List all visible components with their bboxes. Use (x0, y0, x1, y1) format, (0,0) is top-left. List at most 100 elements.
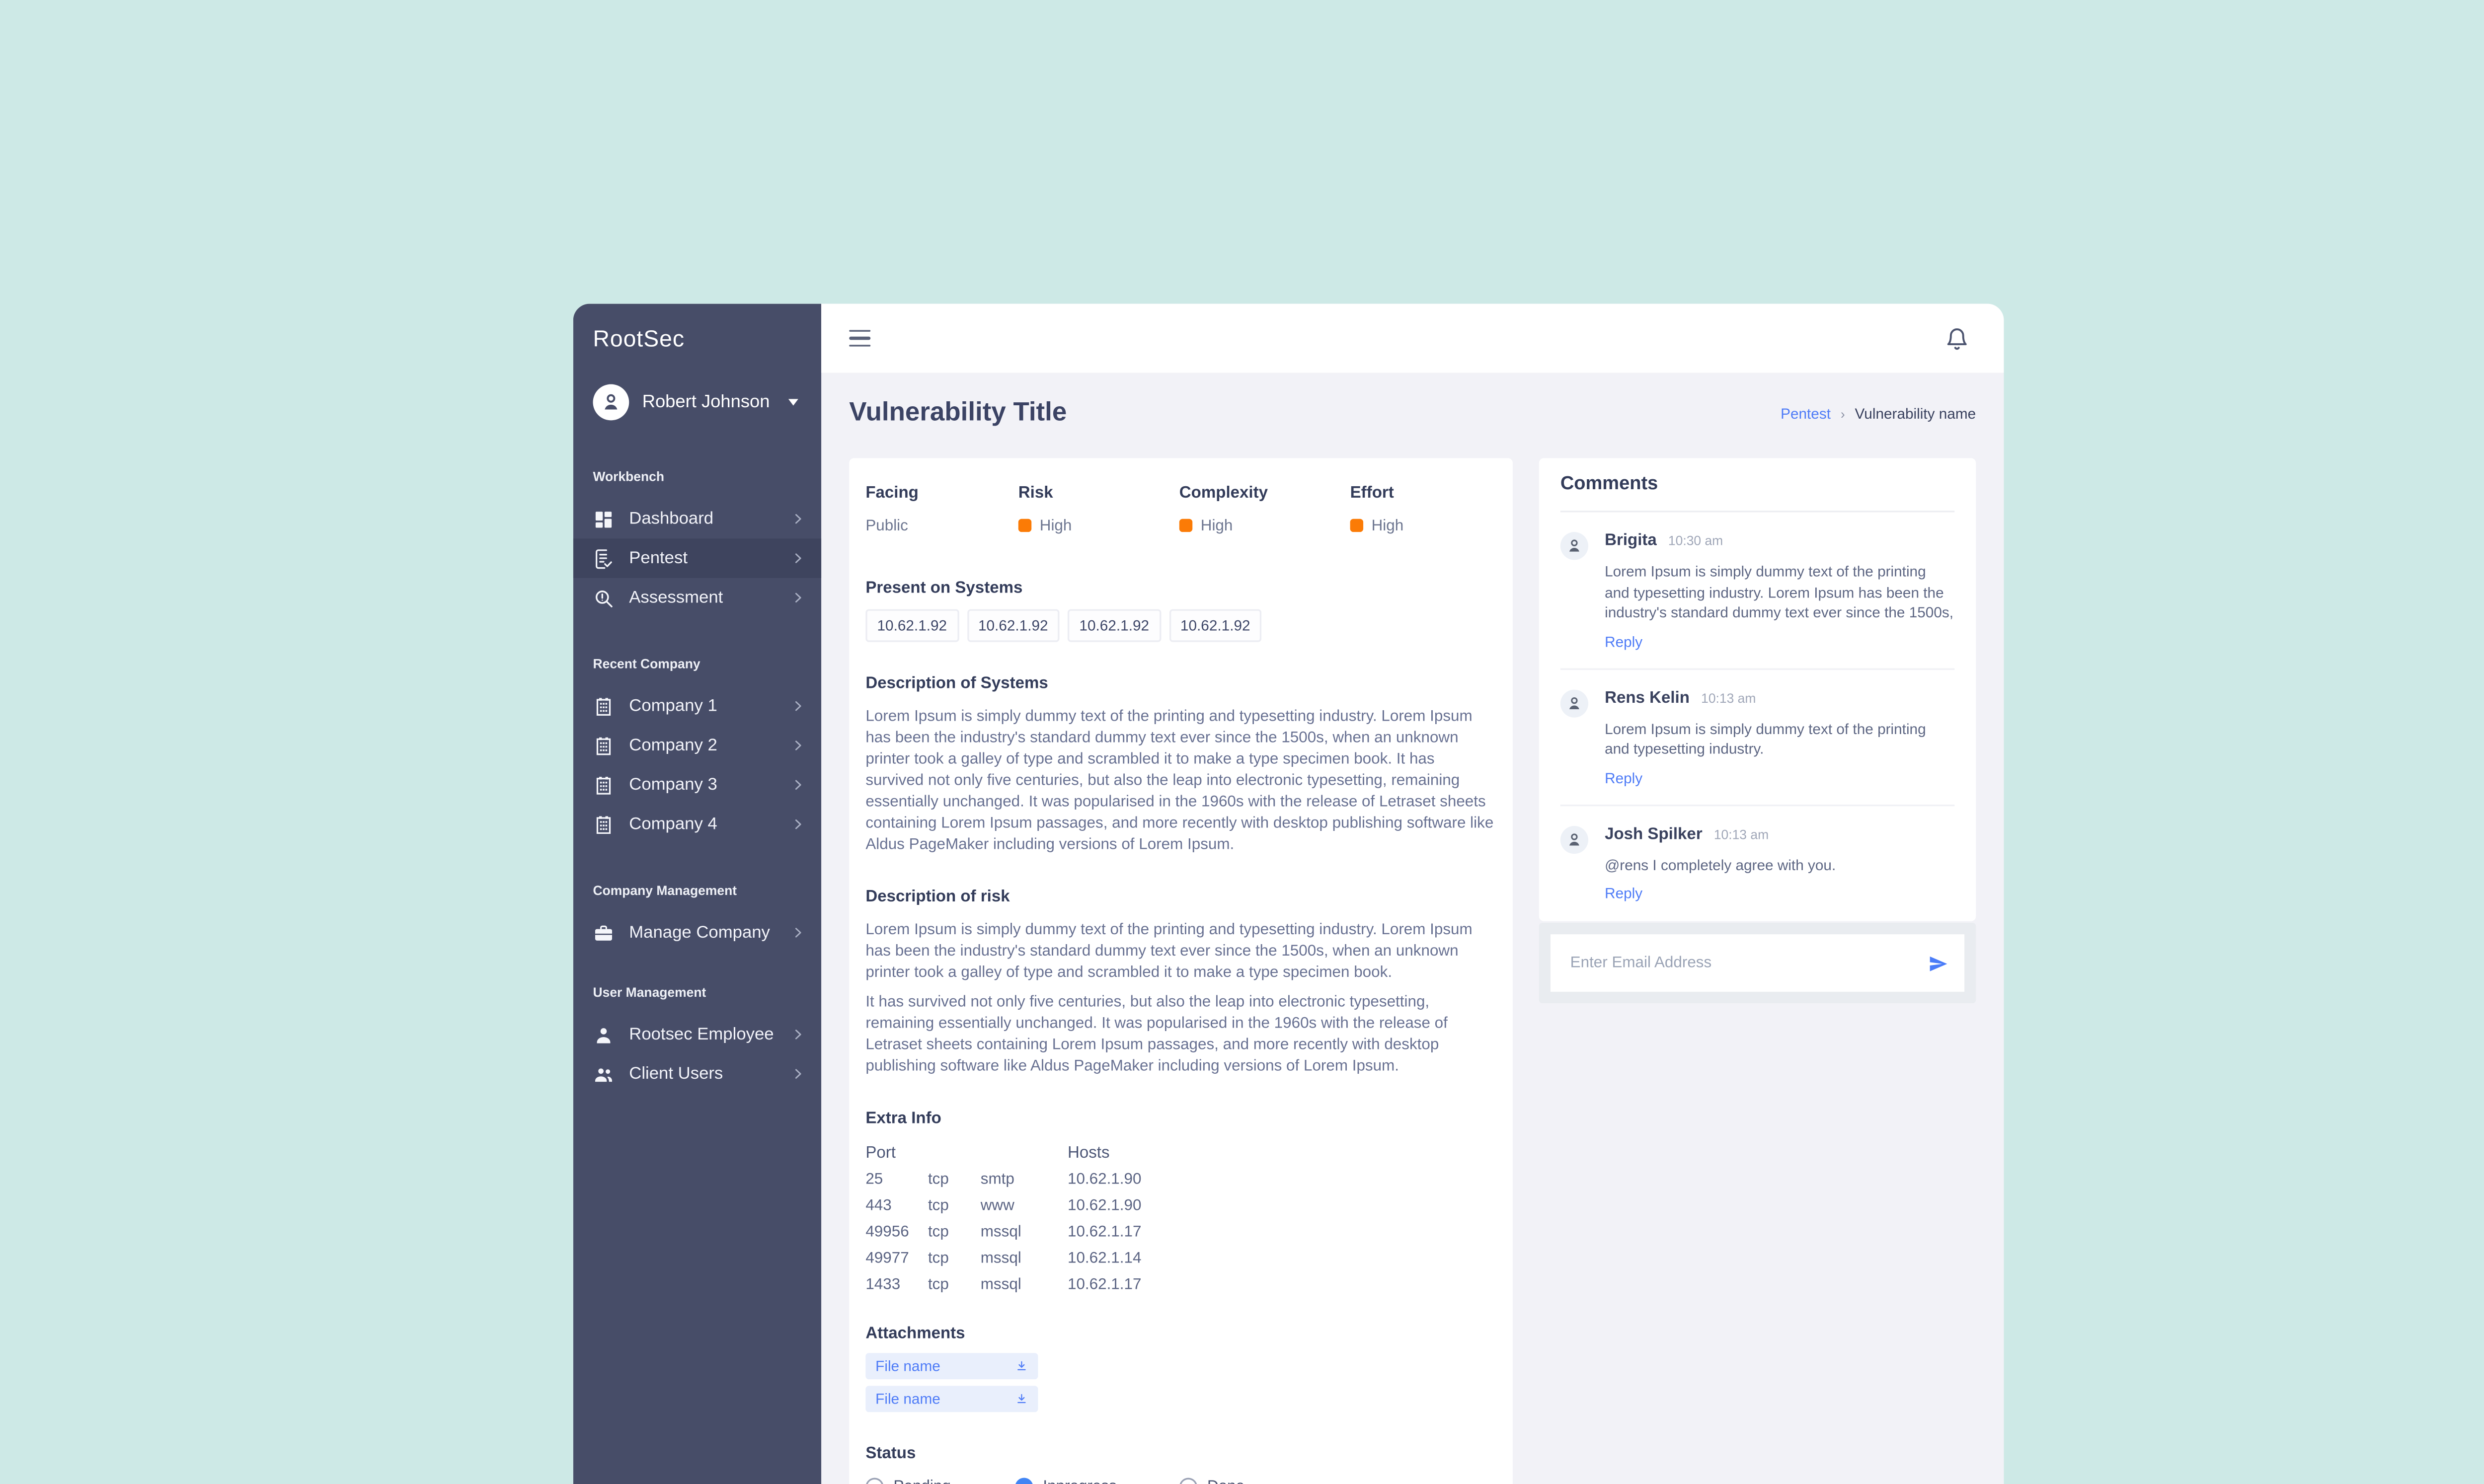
download-icon[interactable] (1015, 1359, 1028, 1372)
sidebar-item-label: Company 4 (629, 814, 717, 834)
sidebar-item-manage-company[interactable]: Manage Company (573, 913, 821, 952)
sidebar-item-company-3[interactable]: Company 3 (573, 765, 821, 805)
chevron-right-icon (792, 591, 805, 604)
building-icon (593, 774, 615, 796)
table-row: 1433 tcp mssql 10.62.1.17 (865, 1275, 1142, 1293)
severity-high-swatch (1350, 519, 1364, 532)
radio-checked-icon (1015, 1478, 1033, 1484)
breadcrumb: Pentest › Vulnerability name (1781, 406, 1976, 422)
present-on-systems-title: Present on Systems (865, 580, 1023, 598)
chevron-right-icon (792, 513, 805, 525)
column-header-port: Port (865, 1143, 896, 1162)
page-content: Vulnerability Title Pentest › Vulnerabil… (821, 372, 2004, 1484)
sidebar-item-label: Dashboard (629, 509, 714, 529)
sidebar-item-client-users[interactable]: Client Users (573, 1054, 821, 1094)
attachment-file[interactable]: File name (865, 1353, 1038, 1380)
comments-column: Comments Brigita 10:30 am Lorem Ipsum is… (1539, 458, 1976, 1004)
commenter-name: Rens Kelin (1605, 688, 1690, 707)
attr-risk: Risk High (1018, 484, 1072, 535)
sidebar: RootSec Robert Johnson Workbench Dashboa… (573, 303, 822, 1484)
attachment-file[interactable]: File name (865, 1386, 1038, 1412)
sidebar-item-label: Assessment (629, 588, 723, 608)
extra-info-table: Port Hosts 25 tcp smtp 10.62.1.90 443 (865, 1143, 1496, 1293)
hamburger-menu-icon[interactable] (849, 329, 871, 347)
attr-facing: Facing Public (865, 484, 919, 535)
extra-info-title: Extra Info (865, 1110, 941, 1128)
commenter-avatar (1560, 532, 1589, 560)
attachments-title: Attachments (865, 1325, 965, 1343)
attr-complexity: Complexity High (1179, 484, 1268, 535)
attr-effort: Effort High (1350, 484, 1404, 535)
user-menu[interactable]: Robert Johnson (573, 384, 821, 421)
host-chip: 10.62.1.92 (966, 609, 1060, 642)
radio-icon (865, 1478, 884, 1484)
assessment-icon (593, 587, 615, 608)
email-input-container (1550, 934, 1965, 992)
sidebar-item-label: Company 1 (629, 696, 717, 716)
user-name: Robert Johnson (642, 392, 770, 412)
breadcrumb-pentest-link[interactable]: Pentest (1781, 405, 1831, 422)
sidebar-item-label: Client Users (629, 1064, 723, 1084)
comments-title: Comments (1560, 474, 1658, 495)
sidebar-group-company-management: Manage Company (573, 913, 821, 952)
description-of-systems-text: Lorem Ipsum is simply dummy text of the … (865, 707, 1494, 854)
comment-text: @rens I completely agree with you. (1605, 856, 1836, 873)
chevron-right-icon (792, 778, 805, 791)
sidebar-group-workbench: Dashboard Pentest Assessment (573, 499, 822, 617)
sidebar-item-pentest[interactable]: Pentest (573, 538, 822, 578)
building-icon (593, 695, 615, 717)
sidebar-item-company-1[interactable]: Company 1 (573, 686, 821, 726)
radio-icon (1179, 1478, 1198, 1484)
comment-text: Lorem Ipsum is simply dummy text of the … (1605, 563, 1954, 621)
breadcrumb-separator-icon: › (1840, 406, 1845, 422)
email-input[interactable] (1567, 952, 1929, 974)
commenter-name: Josh Spilker (1605, 825, 1703, 843)
description-of-risk-paragraph: Lorem Ipsum is simply dummy text of the … (865, 921, 1473, 982)
comments-card: Comments Brigita 10:30 am Lorem Ipsum is… (1539, 458, 1976, 921)
reply-link[interactable]: Reply (1605, 769, 1643, 786)
building-icon (593, 814, 615, 835)
severity-high-swatch (1179, 519, 1193, 532)
dashboard-icon (593, 508, 615, 529)
chevron-down-icon (787, 399, 798, 406)
sidebar-item-company-4[interactable]: Company 4 (573, 805, 821, 844)
send-icon[interactable] (1928, 953, 1948, 973)
comment-text: Lorem Ipsum is simply dummy text of the … (1605, 720, 1926, 757)
chevron-right-icon (792, 1028, 805, 1041)
status-radio-done[interactable]: Done (1179, 1478, 1244, 1484)
sidebar-item-label: Company 3 (629, 775, 717, 795)
breadcrumb-current: Vulnerability name (1855, 405, 1976, 422)
comment-timestamp: 10:30 am (1668, 533, 1723, 549)
reply-link[interactable]: Reply (1605, 885, 1643, 902)
users-icon (593, 1063, 615, 1085)
chevron-right-icon (792, 817, 805, 830)
reply-link[interactable]: Reply (1605, 633, 1643, 650)
app-logo: RootSec (593, 325, 685, 352)
chevron-right-icon (792, 739, 805, 752)
status-radio-inprogress[interactable]: Inprogress (1015, 1478, 1179, 1484)
comment-item: Brigita 10:30 am Lorem Ipsum is simply d… (1560, 513, 1954, 650)
page-title: Vulnerability Title (849, 399, 1067, 427)
status-radio-pending[interactable]: Pending (865, 1478, 1015, 1484)
sidebar-section-workbench: Workbench (593, 469, 665, 485)
topbar (821, 303, 2004, 373)
sidebar-item-assessment[interactable]: Assessment (573, 578, 821, 617)
sidebar-item-company-2[interactable]: Company 2 (573, 726, 821, 765)
sidebar-item-rootsec-employee[interactable]: Rootsec Employee (573, 1015, 821, 1054)
sidebar-item-label: Rootsec Employee (629, 1025, 774, 1044)
extra-info-header-row: Port Hosts (865, 1143, 1496, 1162)
sidebar-section-company-management: Company Management (593, 883, 737, 898)
chevron-right-icon (792, 926, 805, 939)
description-of-risk-title: Description of risk (865, 888, 1010, 906)
chevron-right-icon (792, 1067, 805, 1080)
commenter-avatar (1560, 688, 1589, 717)
chevron-right-icon (792, 699, 805, 712)
divider (1560, 511, 1955, 513)
divider (1560, 667, 1955, 669)
notifications-bell-icon[interactable] (1944, 326, 1969, 351)
attachment-file-name: File name (875, 1391, 940, 1408)
user-avatar (593, 384, 629, 421)
download-icon[interactable] (1015, 1393, 1028, 1406)
sidebar-item-dashboard[interactable]: Dashboard (573, 499, 821, 538)
